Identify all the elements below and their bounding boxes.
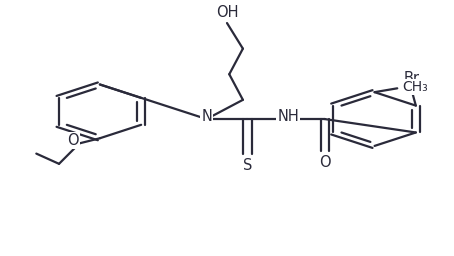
Text: NH: NH <box>277 109 299 124</box>
Text: S: S <box>243 158 252 173</box>
Text: O: O <box>67 133 79 148</box>
Text: OH: OH <box>216 5 238 20</box>
Text: N: N <box>201 109 212 124</box>
Text: Br: Br <box>403 71 419 86</box>
Text: CH₃: CH₃ <box>403 80 428 94</box>
Text: O: O <box>319 155 331 170</box>
